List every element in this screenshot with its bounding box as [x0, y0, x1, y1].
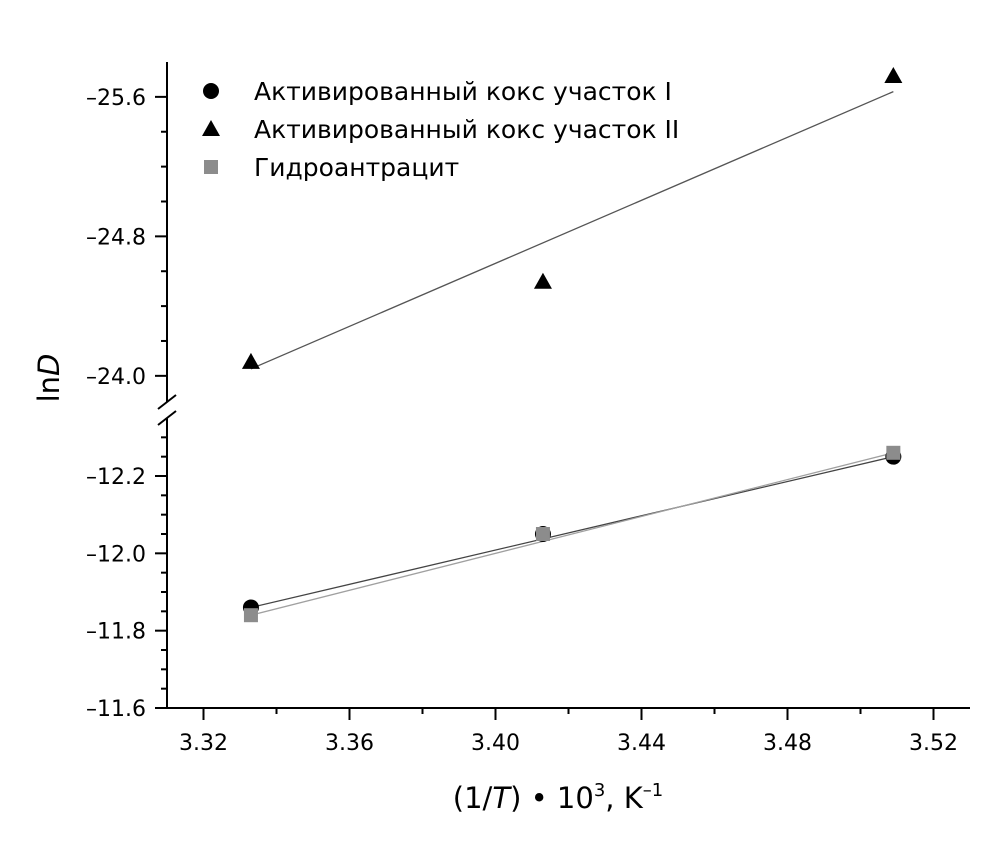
data-point: [884, 66, 903, 83]
y-tick-label: –12.0: [86, 542, 146, 567]
x-tick-label: 3.32: [179, 731, 228, 756]
data-point: [886, 445, 901, 460]
x-tick-label: 3.48: [763, 731, 812, 756]
data-point: [243, 608, 258, 623]
legend-label: Гидроантрацит: [254, 153, 459, 182]
fit-lines: [250, 91, 894, 616]
y-tick-label: –25.6: [86, 86, 146, 111]
data-point: [533, 272, 552, 289]
x-tick-label: 3.44: [617, 731, 666, 756]
y-tick-label: –24.0: [86, 365, 146, 390]
data-point: [241, 352, 260, 369]
y-tick-label: –11.6: [86, 697, 146, 722]
axis-break-mark: [157, 410, 177, 426]
legend-marker: [203, 83, 219, 99]
data-points: [241, 66, 903, 623]
y-axis-title: lnD: [32, 354, 66, 403]
legend-label: Активированный кокс участок I: [254, 77, 672, 106]
legend-marker: [204, 160, 218, 174]
y-tick-label: –11.8: [86, 620, 146, 645]
legend: Активированный кокс участок I Активирован…: [202, 77, 679, 182]
x-tick-label: 3.52: [909, 731, 958, 756]
fit-line: [250, 452, 894, 616]
fit-line: [250, 456, 894, 609]
legend-label: Активированный кокс участок II: [254, 115, 679, 144]
axis-break-mark: [157, 394, 177, 410]
axes: 3.32 3.36 3.40 3.44 3.48 3.52 –24.0 –24.8 –25.6 –…: [86, 62, 970, 756]
x-tick-label: 3.36: [325, 731, 374, 756]
data-point: [535, 527, 550, 541]
fit-line: [250, 91, 894, 370]
y-tick-label: –24.8: [86, 225, 146, 250]
legend-marker: [202, 120, 220, 136]
x-axis-title: (1/T) • 103, K–1: [453, 780, 663, 815]
y-tick-label: –12.2: [86, 465, 146, 490]
x-tick-label: 3.40: [471, 731, 520, 756]
